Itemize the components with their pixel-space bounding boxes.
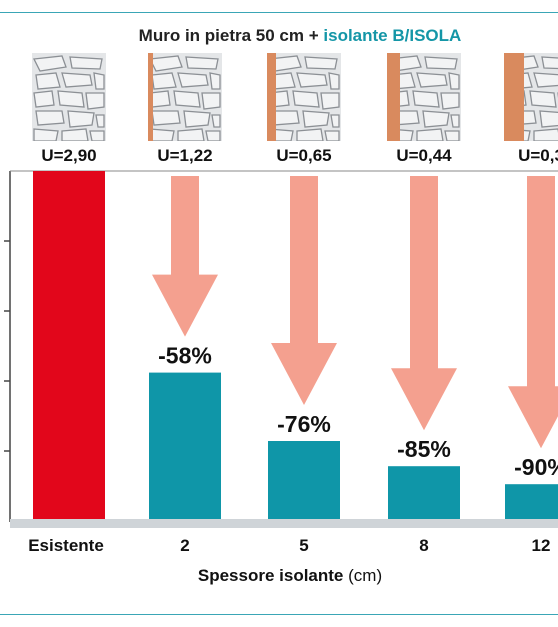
u-label-4: U=0,3	[518, 146, 558, 165]
stone-wall-sample-icon	[504, 53, 558, 141]
u-label-3: U=0,44	[396, 146, 452, 165]
bottom-frame-line	[0, 614, 558, 615]
reduction-arrow-12	[508, 176, 558, 449]
chart-title: Muro in pietra 50 cm + isolante B/ISOLA	[0, 26, 558, 46]
top-frame-line	[0, 12, 558, 13]
u-label-2: U=0,65	[276, 146, 332, 165]
bar-12	[505, 484, 558, 519]
reduction-label-8: -85%	[397, 436, 451, 462]
x-axis-label: Spessore isolante (cm)	[0, 566, 558, 586]
x-axis-label-text: Spessore isolante	[197, 566, 344, 585]
title-prefix: Muro in pietra 50 cm +	[138, 26, 319, 45]
x-tick-Esistente: Esistente	[28, 536, 104, 555]
x-tick-5: 5	[299, 536, 309, 555]
reduction-arrow-2	[152, 176, 218, 337]
baseline-strip	[10, 519, 558, 528]
u-label-0: U=2,90	[41, 146, 97, 165]
bar-Esistente	[33, 171, 105, 519]
u-label-1: U=1,22	[157, 146, 213, 165]
stone-wall-sample-icon	[148, 53, 222, 141]
title-accent: isolante B/ISOLA	[323, 26, 462, 45]
x-axis-label-unit: (cm)	[348, 566, 383, 585]
bar-8	[388, 466, 460, 519]
x-tick-12: 12	[531, 536, 551, 555]
stone-wall-sample-icon	[32, 53, 106, 141]
reduction-label-5: -76%	[277, 411, 331, 437]
stone-wall-sample-icon	[387, 53, 461, 141]
x-tick-8: 8	[419, 536, 429, 555]
bar-5	[268, 441, 340, 519]
reduction-label-12: -90%	[514, 454, 558, 480]
reduction-label-2: -58%	[158, 343, 212, 369]
x-tick-2: 2	[180, 536, 190, 555]
bar-2	[149, 372, 221, 519]
reduction-arrow-5	[271, 176, 337, 405]
reduction-arrow-8	[391, 176, 457, 431]
stone-wall-sample-icon	[267, 53, 341, 141]
